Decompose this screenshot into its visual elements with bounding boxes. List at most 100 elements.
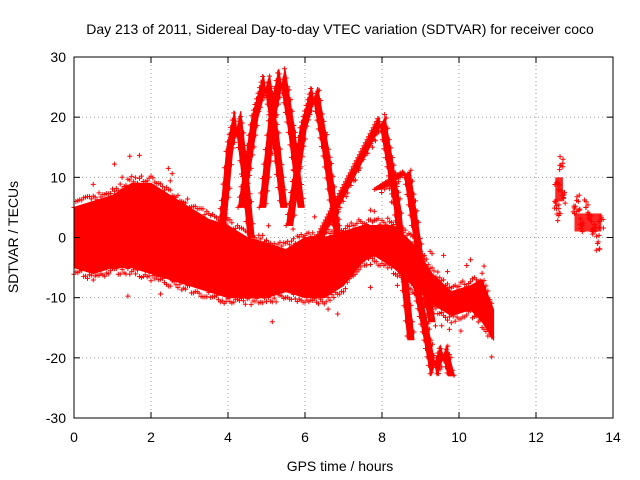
- data-point: [265, 79, 271, 85]
- data-point: [452, 318, 458, 324]
- data-point: [325, 186, 331, 192]
- data-point: [399, 288, 405, 294]
- data-point: [383, 221, 389, 227]
- data-point: [102, 273, 108, 279]
- data-point: [371, 253, 377, 259]
- data-point: [477, 317, 483, 323]
- x-tick-label: 4: [224, 429, 232, 445]
- data-point: [286, 87, 292, 93]
- data-point: [244, 143, 250, 149]
- data-point: [338, 235, 344, 241]
- data-point: [278, 80, 284, 86]
- data-point: [243, 218, 249, 224]
- data-point: [330, 173, 336, 179]
- data-point: [369, 128, 375, 134]
- data-point: [232, 139, 238, 145]
- data-point: [417, 236, 423, 242]
- data-point: [250, 107, 256, 113]
- data-point: [232, 118, 238, 124]
- y-tick-label: -10: [46, 290, 66, 306]
- data-point: [410, 233, 416, 239]
- data-point: [443, 346, 449, 352]
- data-point: [335, 311, 341, 317]
- data-point: [361, 143, 367, 149]
- data-point: [310, 230, 316, 236]
- data-point: [487, 331, 493, 337]
- data-point: [187, 283, 192, 289]
- data-point: [318, 97, 324, 103]
- data-point: [167, 283, 173, 289]
- data-point: [390, 200, 396, 206]
- data-point: [433, 323, 439, 329]
- data-point: [352, 177, 358, 183]
- data-point: [253, 96, 259, 102]
- data-point: [590, 231, 596, 237]
- data-point: [572, 203, 578, 209]
- data-point: [315, 126, 321, 132]
- data-point: [413, 253, 419, 259]
- data-point: [304, 123, 310, 129]
- data-point: [412, 243, 418, 249]
- data-point: [385, 125, 391, 131]
- data-point: [258, 79, 264, 85]
- data-point: [342, 189, 348, 195]
- data-point: [92, 194, 98, 200]
- data-point: [202, 212, 208, 218]
- data-point: [265, 188, 271, 194]
- x-tick-label: 12: [528, 429, 544, 445]
- data-point: [185, 196, 191, 202]
- data-point: [335, 193, 341, 199]
- data-point: [292, 212, 298, 218]
- data-point: [560, 156, 566, 162]
- data-point: [303, 102, 309, 108]
- data-point: [409, 178, 415, 184]
- data-point: [327, 208, 333, 214]
- data-point: [365, 150, 371, 156]
- data-point: [556, 213, 562, 219]
- data-point: [299, 153, 305, 159]
- data-point: [423, 346, 429, 352]
- data-point: [420, 296, 426, 302]
- x-tick-label: 14: [605, 429, 621, 445]
- data-point: [271, 131, 277, 137]
- data-point: [489, 334, 495, 340]
- data-point: [117, 271, 123, 277]
- data-point: [487, 297, 493, 303]
- data-point: [127, 177, 133, 183]
- data-point: [473, 313, 479, 319]
- data-point: [259, 97, 265, 103]
- data-point: [359, 146, 365, 152]
- data-point: [301, 143, 307, 149]
- data-point: [347, 170, 353, 176]
- data-point: [262, 94, 268, 100]
- data-point: [394, 282, 400, 288]
- data-point: [557, 167, 563, 173]
- data-point: [377, 221, 383, 227]
- series-band-mid: [371, 194, 495, 360]
- data-point: [274, 121, 280, 127]
- data-point: [282, 66, 288, 72]
- data-point: [302, 136, 308, 142]
- series-arc-8.6: [372, 167, 439, 329]
- data-point: [458, 328, 464, 334]
- data-point: [322, 164, 328, 170]
- data-point: [227, 217, 233, 223]
- data-point: [388, 145, 394, 151]
- data-point: [289, 154, 295, 160]
- data-point: [419, 290, 425, 296]
- x-tick-label: 6: [301, 429, 309, 445]
- data-point: [432, 360, 438, 366]
- data-point: [231, 299, 237, 305]
- data-point: [429, 369, 435, 375]
- data-point: [248, 302, 254, 308]
- data-point: [346, 224, 352, 230]
- data-point: [413, 298, 419, 304]
- data-point: [311, 100, 317, 106]
- data-point: [557, 162, 563, 168]
- data-point: [396, 179, 402, 185]
- data-point: [248, 199, 254, 205]
- data-point: [218, 197, 224, 203]
- data-point: [352, 161, 358, 167]
- data-point: [250, 152, 256, 158]
- data-point: [242, 301, 248, 307]
